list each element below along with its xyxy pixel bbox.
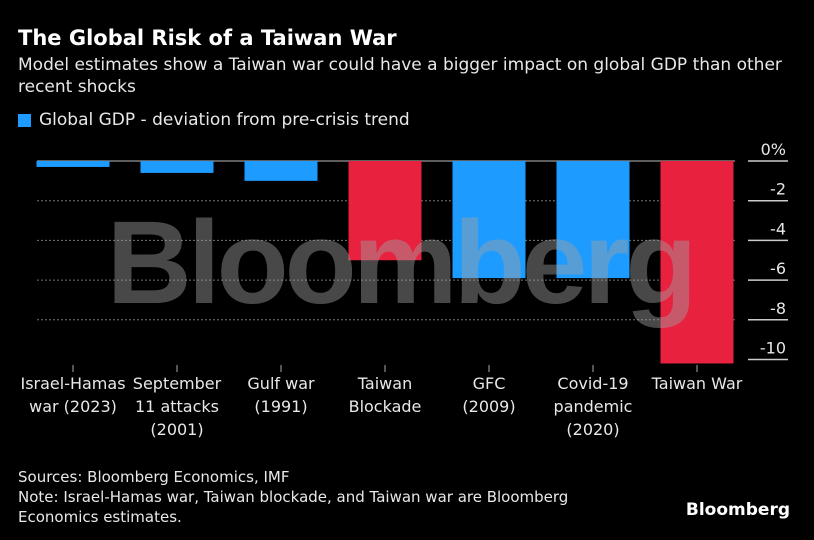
x-tick-label: (1991) <box>254 397 307 416</box>
x-tick-label: (2009) <box>462 397 515 416</box>
x-tick-label: Covid-19 <box>557 374 628 393</box>
bar <box>140 161 214 173</box>
y-tick-label: 0% <box>761 140 786 159</box>
legend-swatch <box>18 113 31 127</box>
chart-title: The Global Risk of a Taiwan War <box>18 26 397 50</box>
x-tick-label: Taiwan <box>357 374 412 393</box>
x-tick-label: Israel-Hamas <box>20 374 125 393</box>
legend-label: Global GDP - deviation from pre-crisis t… <box>39 110 410 130</box>
x-tick-label: Gulf war <box>247 374 315 393</box>
y-tick-label: -6 <box>770 259 786 278</box>
watermark-logo: Bloomberg <box>107 197 694 329</box>
x-tick-label: pandemic <box>554 397 633 416</box>
x-tick-label: 11 attacks <box>135 397 219 416</box>
sources: Sources: Bloomberg Economics, IMF <box>18 468 290 486</box>
y-tick-label: -8 <box>770 299 786 318</box>
chart-subtitle: Model estimates show a Taiwan war could … <box>18 55 782 97</box>
x-tick-label: (2020) <box>566 420 619 439</box>
bar <box>660 161 734 364</box>
x-tick-label: Blockade <box>349 397 422 416</box>
legend: Global GDP - deviation from pre-crisis t… <box>18 110 410 130</box>
x-tick-label: September <box>133 374 222 393</box>
x-tick-label: war (2023) <box>29 397 117 416</box>
x-tick-label: GFC <box>473 374 506 393</box>
bar <box>36 161 110 167</box>
y-tick-label: -2 <box>770 180 786 199</box>
x-tick-label: Taiwan War <box>651 374 743 393</box>
y-tick-label: -4 <box>770 219 786 238</box>
note: Note: Israel-Hamas war, Taiwan blockade,… <box>18 488 569 526</box>
bloomberg-logo: Bloomberg <box>685 500 790 520</box>
y-tick-label: -10 <box>760 339 786 358</box>
bar <box>244 161 318 181</box>
bar <box>452 161 526 279</box>
bar <box>556 161 630 279</box>
footnotes: Sources: Bloomberg Economics, IMF Note: … <box>18 467 638 527</box>
bar <box>348 161 422 261</box>
x-tick-label: (2001) <box>150 420 203 439</box>
